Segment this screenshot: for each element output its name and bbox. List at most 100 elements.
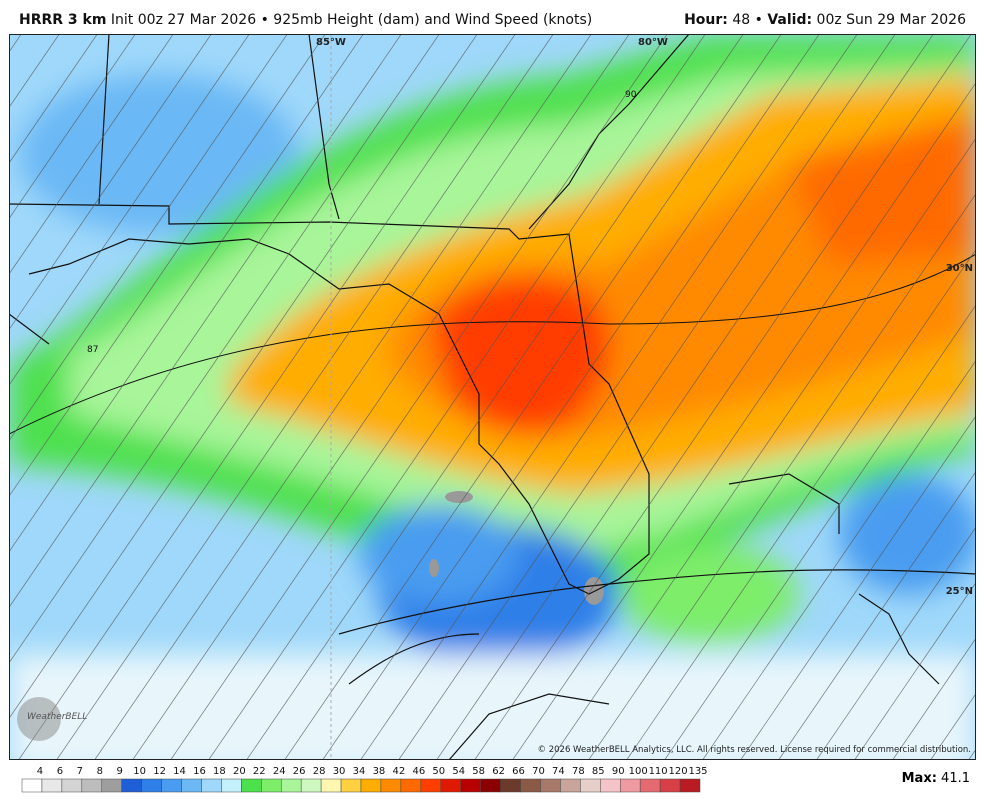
streamline	[9, 34, 136, 219]
colorbar-label: 7	[77, 766, 83, 777]
colorbar-label: 14	[173, 766, 186, 777]
logo-mark	[17, 697, 61, 741]
colorbar: 4 6 7 8 9 10 12 14 16 18 20 22 24 26 28 30 34 38 42 46 50 54 5…	[21, 766, 708, 793]
colorbar-swatch	[241, 778, 262, 793]
colorbar-label: 20	[233, 766, 246, 777]
separator: •	[260, 12, 269, 28]
max-value: 41.1	[941, 771, 970, 786]
wind-field	[9, 34, 976, 760]
colorbar-swatch	[181, 778, 202, 793]
colorbar-label: 78	[572, 766, 585, 777]
colorbar-swatch	[81, 778, 103, 793]
colorbar-swatch	[520, 778, 541, 793]
colorbar-label: 26	[293, 766, 306, 777]
valid-time: 00z Sun 29 Mar 2026	[816, 12, 966, 28]
streamline	[9, 34, 212, 330]
streamline	[9, 34, 174, 274]
colorbar-label: 28	[313, 766, 326, 777]
grid-label: 25°N	[946, 586, 973, 597]
colorbar-label: 74	[552, 766, 565, 777]
colorbar-label: 100	[629, 766, 648, 777]
colorbar-swatch	[380, 778, 402, 793]
model-title: HRRR 3 km	[19, 12, 107, 28]
colorbar-swatch	[659, 778, 681, 793]
grid-label: 80°W	[638, 37, 668, 48]
colorbar-label: 34	[353, 766, 366, 777]
colorbar-label: 58	[472, 766, 485, 777]
colorbar-label: 54	[452, 766, 465, 777]
hour: 48	[732, 12, 751, 28]
colorbar-swatch	[600, 778, 621, 793]
colorbar-label: 62	[492, 766, 505, 777]
grid-label: 85°W	[316, 37, 346, 48]
colorbar-label: 8	[97, 766, 103, 777]
colorbar-swatch	[141, 778, 162, 793]
colorbar-swatch	[320, 778, 342, 793]
colorbar-label: 70	[532, 766, 545, 777]
colorbar-label: 42	[393, 766, 406, 777]
streamline	[778, 470, 976, 760]
max-box: Max: 41.1	[902, 771, 970, 786]
streamline	[9, 34, 98, 164]
colorbar-swatch	[21, 778, 43, 793]
colorbar-label: 46	[412, 766, 425, 777]
colorbar-swatch	[679, 778, 701, 793]
colorbar-swatch	[201, 778, 222, 793]
colorbar-swatch	[101, 778, 122, 793]
colorbar-swatch	[560, 778, 581, 793]
streamline	[9, 34, 250, 385]
header-right: Hour: 48 • Valid: 00z Sun 29 Mar 2026	[684, 12, 966, 28]
colorbar-label: 120	[669, 766, 688, 777]
streamline	[816, 525, 976, 760]
colorbar-swatch	[121, 778, 142, 793]
streamline	[854, 581, 976, 760]
colorbar-label: 90	[612, 766, 625, 777]
colorbar-swatch	[340, 778, 362, 793]
streamline	[892, 637, 976, 760]
colorbar-label: 4	[37, 766, 43, 777]
colorbar-label: 30	[333, 766, 346, 777]
colorbar-label: 6	[57, 766, 63, 777]
colorbar-swatch	[540, 778, 561, 793]
colorbar-label: 9	[117, 766, 123, 777]
init-time: 00z 27 Mar 2026	[137, 12, 257, 28]
colorbar-swatch	[500, 778, 521, 793]
grid-label: 30°N	[946, 263, 973, 274]
product: 925mb Height (dam) and Wind Speed (knots…	[273, 12, 593, 28]
valid-label: Valid:	[767, 12, 813, 28]
colorbar-label: 22	[253, 766, 266, 777]
colorbar-swatch	[360, 778, 382, 793]
colorbar-label: 18	[213, 766, 226, 777]
colorbar-swatch	[400, 778, 422, 793]
colorbar-swatch	[161, 778, 182, 793]
init-label: Init	[110, 12, 134, 28]
colorbar-swatch	[580, 778, 601, 793]
colorbar-label: 50	[432, 766, 445, 777]
colorbar-swatch	[619, 778, 641, 793]
max-label: Max:	[901, 771, 937, 786]
hour-label: Hour:	[684, 12, 728, 28]
colorbar-swatch	[639, 778, 661, 793]
colorbar-swatch	[480, 778, 501, 793]
colorbar-label: 12	[153, 766, 166, 777]
colorbar-swatch	[300, 778, 322, 793]
colorbar-label: 135	[688, 766, 707, 777]
colorbar-label: 16	[193, 766, 206, 777]
separator: •	[754, 12, 763, 28]
map: 85°W 80°W 30°N 25°N 87 90 WeatherBELL © 2026 We…	[9, 34, 976, 760]
colorbar-label: 10	[133, 766, 146, 777]
colorbar-swatch	[440, 778, 461, 793]
logo: WeatherBELL	[27, 712, 87, 722]
header-left: HRRR 3 km Init 00z 27 Mar 2026 • 925mb H…	[19, 12, 592, 28]
colorbar-swatch	[420, 778, 442, 793]
colorbar-label: 24	[273, 766, 286, 777]
contour-label: 87	[87, 345, 98, 355]
colorbar-label: 110	[649, 766, 668, 777]
colorbar-label: 38	[373, 766, 386, 777]
colorbar-swatch	[41, 778, 63, 793]
colorbar-label: 85	[592, 766, 605, 777]
colorbar-swatch	[221, 778, 242, 793]
colorbar-swatch	[460, 778, 481, 793]
colorbar-swatch	[61, 778, 83, 793]
